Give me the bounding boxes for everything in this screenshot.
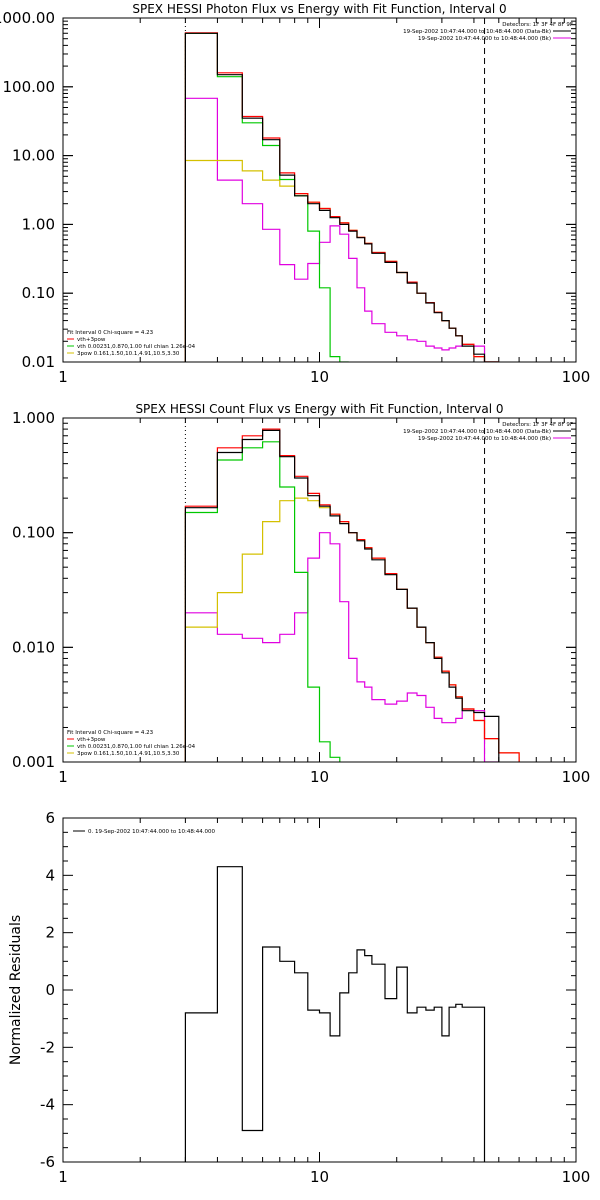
legend-topright-text: 19-Sep-2002 10:47:44.000 to 10:48:44.000… — [418, 36, 551, 42]
x-tick-label: 100 — [562, 768, 591, 786]
series-0-19-sep-2002-10-47-44-000-to-10-48-44-000 — [184, 866, 486, 1162]
x-tick-label: 1 — [58, 1168, 68, 1186]
series-data-bk — [184, 32, 499, 362]
y-tick-label: 1.000 — [12, 409, 55, 427]
y-tick-label: -4 — [40, 1096, 55, 1114]
legend-text: 0. 19-Sep-2002 10:47:44.000 to 10:48:44.… — [88, 829, 215, 835]
chart-panel-3: Normalized Residuals 1 10 100 6 4 2 0 -2 -4 -6 0. 1… — [8, 809, 590, 1186]
series-vth — [184, 32, 349, 362]
legend-bottomleft-text: vth+3pow — [77, 337, 106, 343]
y-tick-label: 0.01 — [22, 353, 55, 371]
legend-bottomleft-text: Fit Interval 0 Chi-square = 4.23 — [67, 330, 154, 336]
y-tick-label: 0.10 — [22, 284, 55, 302]
series-bk — [184, 97, 499, 362]
y-tick-label: -6 — [40, 1153, 55, 1171]
plot-area — [184, 866, 486, 1162]
x-tick-label: 100 — [562, 368, 591, 386]
legend-bottomleft-text: vth 0.00231,0.870,1.00 full chian 1.26e-… — [77, 744, 196, 750]
plot-area — [184, 18, 499, 362]
legend-bottomleft-text: 3pow 0.161,1.50,10.1,4.91,10.5,3.30 — [77, 351, 180, 357]
y-tick-label: 10.00 — [12, 147, 55, 165]
y-tick-label: 1.00 — [22, 215, 55, 233]
legend-topright-text: Detectors: 1F 3F 4F 8F 9F — [502, 422, 573, 428]
x-tick-label: 10 — [310, 368, 329, 386]
plot-area — [184, 418, 520, 762]
x-tick-label: 10 — [310, 1168, 329, 1186]
plot-frame — [62, 817, 577, 1163]
y-tick-label: 0.100 — [12, 524, 55, 542]
y-tick-label: 0.001 — [12, 753, 55, 771]
legend-bottomleft-text: vth 0.00231,0.870,1.00 full chian 1.26e-… — [77, 344, 196, 350]
y-tick-label: -2 — [40, 1038, 55, 1056]
series-3pow — [184, 497, 520, 762]
series-3pow — [184, 159, 499, 362]
y-tick-label: 4 — [45, 866, 55, 884]
plot-frame — [62, 17, 577, 363]
x-tick-label: 1 — [58, 368, 68, 386]
chart-panel-2: SPEX HESSI Count Flux vs Energy with Fit… — [12, 402, 590, 786]
legend-topright-text: 19-Sep-2002 10:47:44.000 to 10:48:44.000… — [403, 429, 551, 435]
y-tick-label: 6 — [45, 809, 55, 827]
series-bk — [184, 532, 499, 762]
legend-topright-text: 19-Sep-2002 10:47:44.000 to 10:48:44.000… — [418, 436, 551, 442]
y-tick-label: 100.00 — [3, 78, 56, 96]
legend-bottomleft-text: vth+3pow — [77, 737, 106, 743]
legend-topright-text: Detectors: 1F 3F 4F 8F 9F — [502, 22, 573, 28]
chart-title: SPEX HESSI Count Flux vs Energy with Fit… — [135, 402, 503, 416]
chart-panel-1: SPEX HESSI Photon Flux vs Energy with Fi… — [0, 2, 590, 386]
chart-title: SPEX HESSI Photon Flux vs Energy with Fi… — [132, 2, 506, 16]
y-tick-label: 0.010 — [12, 638, 55, 656]
x-tick-label: 100 — [562, 1168, 591, 1186]
y-tick-label: 2 — [45, 924, 55, 942]
plot-frame — [62, 417, 577, 763]
legend-topright-text: 19-Sep-2002 10:47:44.000 to 10:48:44.000… — [403, 29, 551, 35]
series-vth — [184, 441, 341, 762]
series-vth-3pow — [184, 428, 520, 762]
legend-bottomleft-text: 3pow 0.161,1.50,10.1,4.91,10.5,3.30 — [77, 751, 180, 757]
legend-bottomleft-text: Fit Interval 0 Chi-square = 4.23 — [67, 730, 154, 736]
x-tick-label: 10 — [310, 768, 329, 786]
y-tick-label: 0 — [45, 981, 55, 999]
y-axis-label: Normalized Residuals — [8, 915, 24, 1065]
series-vth-3pow — [184, 32, 499, 362]
x-tick-label: 1 — [58, 768, 68, 786]
series-data-bk — [184, 429, 500, 762]
